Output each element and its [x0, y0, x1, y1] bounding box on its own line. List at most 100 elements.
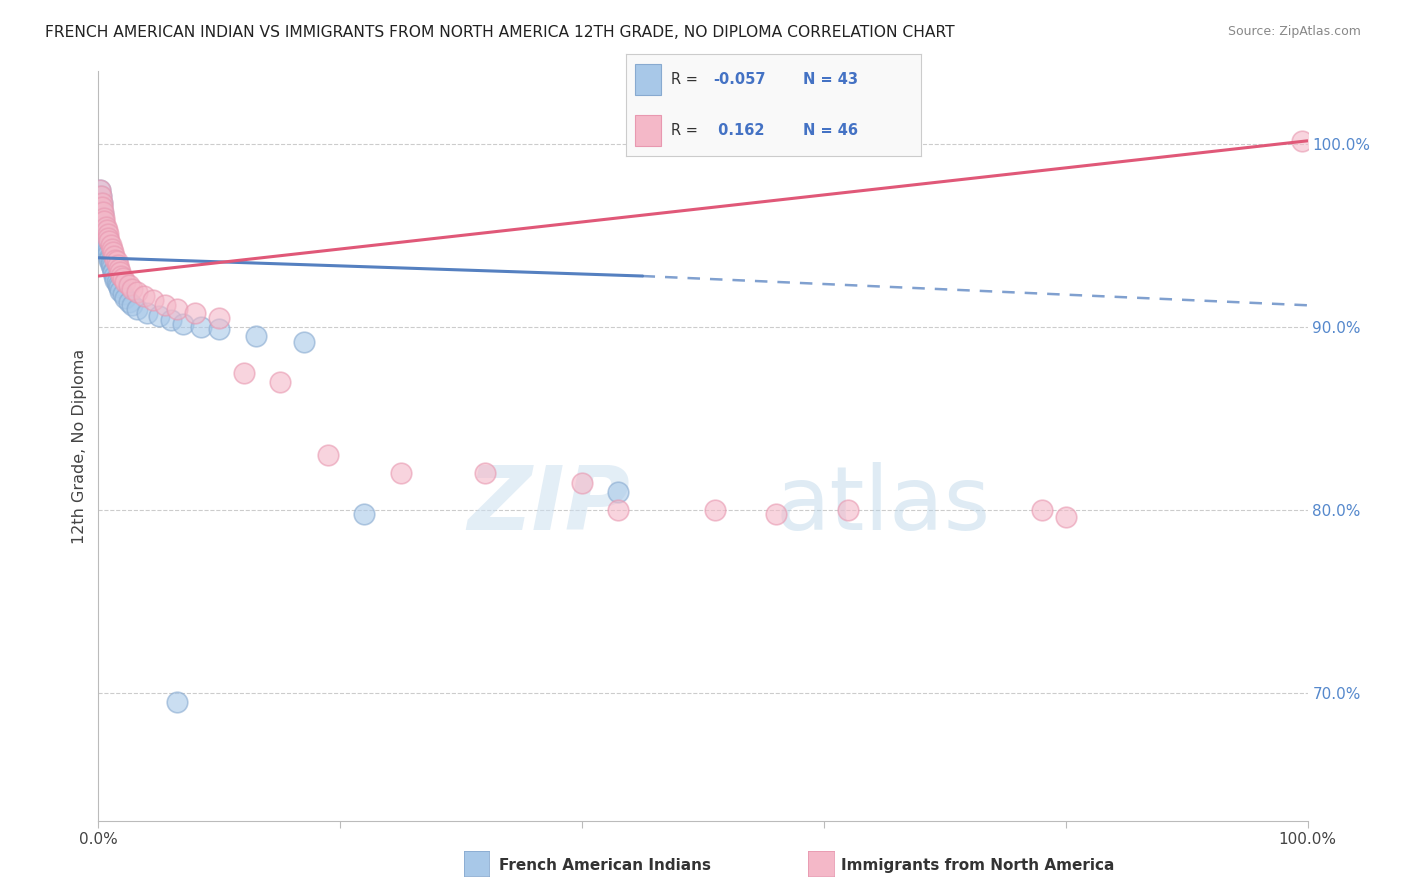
Point	[91, 196, 114, 211]
Point	[103, 268, 125, 283]
Point	[607, 503, 630, 517]
Point	[107, 258, 129, 272]
Point	[89, 183, 111, 197]
Point	[93, 211, 115, 225]
Point	[1054, 510, 1077, 524]
Point	[121, 282, 143, 296]
Point	[101, 263, 124, 277]
Point	[114, 275, 136, 289]
Point	[103, 249, 125, 263]
Point	[607, 484, 630, 499]
Point	[93, 225, 115, 239]
Point	[91, 200, 114, 214]
Point	[160, 313, 183, 327]
Point	[98, 252, 121, 267]
Text: 0.162: 0.162	[713, 123, 765, 138]
Point	[100, 260, 122, 274]
Point	[98, 235, 121, 249]
Point	[269, 375, 291, 389]
Point	[353, 507, 375, 521]
Point	[108, 261, 131, 276]
Text: R =: R =	[672, 71, 703, 87]
Text: ZIP: ZIP	[468, 462, 630, 549]
Point	[110, 268, 132, 283]
Point	[94, 228, 117, 243]
Point	[108, 280, 131, 294]
Point	[97, 247, 120, 261]
Point	[100, 238, 122, 252]
Point	[100, 242, 122, 256]
Text: N = 46: N = 46	[803, 123, 858, 138]
Point	[111, 287, 134, 301]
Point	[190, 320, 212, 334]
Point	[107, 278, 129, 293]
Point	[135, 305, 157, 319]
Point	[127, 285, 149, 300]
Text: R =: R =	[672, 123, 703, 138]
Point	[166, 695, 188, 709]
Point	[91, 207, 114, 221]
Point	[90, 188, 112, 202]
Point	[91, 214, 114, 228]
Text: French American Indians: French American Indians	[499, 858, 711, 872]
Point	[184, 305, 207, 319]
Point	[101, 265, 124, 279]
Point	[100, 258, 122, 272]
Point	[91, 196, 114, 211]
Point	[837, 503, 859, 517]
Point	[118, 278, 141, 293]
Point	[208, 322, 231, 336]
Point	[97, 230, 120, 244]
Point	[96, 236, 118, 251]
Point	[108, 284, 131, 298]
Point	[94, 232, 117, 246]
Point	[111, 271, 134, 285]
Bar	[634, 64, 661, 95]
Point	[127, 301, 149, 316]
Point	[121, 298, 143, 312]
Point	[704, 503, 727, 517]
Point	[89, 183, 111, 197]
Point	[91, 202, 114, 216]
Point	[118, 294, 141, 309]
Point	[134, 289, 156, 303]
Point	[208, 311, 231, 326]
Point	[105, 275, 128, 289]
Text: N = 43: N = 43	[803, 71, 858, 87]
Bar	[634, 115, 661, 145]
Point	[292, 334, 315, 349]
Point	[104, 273, 127, 287]
Point	[232, 366, 254, 380]
Text: Immigrants from North America: Immigrants from North America	[841, 858, 1114, 872]
Point	[98, 251, 121, 265]
Point	[90, 188, 112, 202]
Point	[474, 467, 496, 481]
Point	[96, 240, 118, 254]
Point	[765, 507, 787, 521]
Point	[245, 329, 267, 343]
Point	[94, 219, 117, 234]
Point	[108, 265, 131, 279]
Point	[97, 227, 120, 241]
Text: FRENCH AMERICAN INDIAN VS IMMIGRANTS FROM NORTH AMERICA 12TH GRADE, NO DIPLOMA C: FRENCH AMERICAN INDIAN VS IMMIGRANTS FRO…	[45, 25, 955, 40]
Point	[389, 467, 412, 481]
Point	[104, 252, 127, 267]
Point	[1031, 503, 1053, 517]
Point	[114, 291, 136, 305]
Point	[148, 310, 170, 324]
Point	[96, 223, 118, 237]
Point	[571, 475, 593, 490]
Point	[172, 317, 194, 331]
Point	[1291, 134, 1313, 148]
Point	[93, 218, 115, 232]
Point	[153, 298, 176, 312]
Point	[316, 448, 339, 462]
Text: -0.057: -0.057	[713, 71, 765, 87]
Text: Source: ZipAtlas.com: Source: ZipAtlas.com	[1227, 25, 1361, 38]
Point	[97, 244, 120, 258]
Point	[100, 254, 122, 268]
Y-axis label: 12th Grade, No Diploma: 12th Grade, No Diploma	[72, 349, 87, 543]
Point	[166, 301, 188, 316]
Point	[91, 205, 114, 219]
Point	[142, 293, 165, 307]
